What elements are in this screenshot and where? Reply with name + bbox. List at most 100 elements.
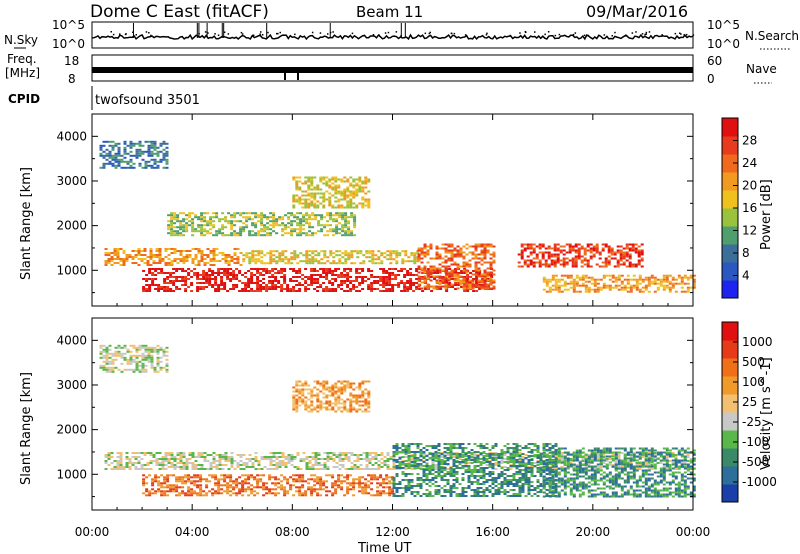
heatmap-cell <box>583 249 587 252</box>
heatmap-cell <box>403 288 407 290</box>
heatmap-cell <box>169 276 173 278</box>
heatmap-cell <box>260 458 264 460</box>
heatmap-cell <box>605 286 609 289</box>
heatmap-cell <box>182 224 186 227</box>
heatmap-cell <box>287 462 291 464</box>
heatmap-cell <box>377 258 381 261</box>
heatmap-cell <box>317 458 321 460</box>
heatmap-cell <box>236 248 240 250</box>
freq-panel: Freq. [MHz] 18 8 60 0 Nave <box>5 52 777 86</box>
heatmap-cell <box>358 284 362 286</box>
heatmap-cell <box>230 464 234 466</box>
heatmap-cell <box>230 234 234 237</box>
heatmap-cell <box>244 290 248 292</box>
heatmap-cell <box>150 142 154 145</box>
heatmap-cell <box>452 443 456 445</box>
heatmap-cell <box>122 264 126 266</box>
heatmap-cell <box>386 466 390 468</box>
heatmap-cell <box>298 288 302 290</box>
heatmap-cell <box>463 290 467 292</box>
heatmap-cell <box>529 251 533 254</box>
heatmap-cell <box>409 274 413 276</box>
heatmap-cell <box>581 458 585 460</box>
heatmap-cell <box>167 452 171 454</box>
noise-search-dot <box>387 31 390 34</box>
heatmap-cell <box>395 473 399 475</box>
noise-search-dot <box>311 31 314 34</box>
heatmap-cell <box>99 166 103 169</box>
heatmap-cell <box>271 476 275 479</box>
heatmap-cell <box>653 282 657 285</box>
heatmap-cell <box>232 288 236 290</box>
heatmap-cell <box>572 466 576 468</box>
heatmap-cell <box>176 226 180 229</box>
heatmap-cell <box>161 458 165 460</box>
heatmap-cell <box>471 253 475 256</box>
heatmap-cell <box>529 263 533 266</box>
heatmap-cell <box>471 283 475 286</box>
heatmap-cell <box>214 282 218 284</box>
heatmap-cell <box>179 260 183 262</box>
heatmap-cell <box>274 280 278 282</box>
heatmap-cell <box>352 494 356 497</box>
heatmap-cell <box>179 220 183 223</box>
heatmap-cell <box>268 270 272 272</box>
heatmap-cell <box>560 466 564 468</box>
heatmap-cell <box>325 268 329 270</box>
heatmap-cell <box>343 180 347 183</box>
heatmap-cell <box>161 466 165 468</box>
heatmap-cell <box>148 268 152 270</box>
heatmap-cell <box>250 280 254 282</box>
heatmap-cell <box>395 483 399 485</box>
heatmap-cell <box>343 476 347 479</box>
colorbar-segment <box>722 208 738 227</box>
heatmap-cell <box>453 273 457 276</box>
heatmap-cell <box>554 284 558 287</box>
heatmap-cell <box>316 280 320 282</box>
heatmap-cell <box>459 251 463 254</box>
heatmap-cell <box>319 192 323 195</box>
nsearch-label: N.Search <box>745 29 799 43</box>
heatmap-cell <box>157 286 161 288</box>
heatmap-cell <box>277 486 281 489</box>
heatmap-cell <box>286 286 290 288</box>
heatmap-cell <box>236 462 240 464</box>
heatmap-cell <box>238 476 242 479</box>
heatmap-cell <box>182 234 186 237</box>
heatmap-cell <box>325 474 329 477</box>
heatmap-cell <box>214 476 218 479</box>
heatmap-cell <box>266 458 270 460</box>
heatmap-cell <box>242 468 246 470</box>
heatmap-cell <box>461 465 465 467</box>
heatmap-cell <box>214 276 218 278</box>
heatmap-cell <box>419 495 423 497</box>
noise-search-dot <box>635 31 637 33</box>
heatmap-cell <box>281 222 285 225</box>
heatmap-cell <box>379 290 383 292</box>
heatmap-cell <box>503 454 507 456</box>
heatmap-cell <box>349 482 353 485</box>
heatmap-cell <box>374 262 378 265</box>
heatmap-cell <box>401 487 405 489</box>
heatmap-cell <box>596 456 600 458</box>
heatmap-cell <box>620 286 624 289</box>
heatmap-cell <box>146 262 150 264</box>
heatmap-cell <box>553 261 557 264</box>
heatmap-cell <box>574 243 578 246</box>
heatmap-cell <box>388 494 392 497</box>
heatmap-cell <box>340 274 344 276</box>
heatmap-cell <box>380 466 384 468</box>
heatmap-cell <box>163 282 167 284</box>
heatmap-cell <box>203 254 207 256</box>
heatmap-cell <box>208 490 212 493</box>
heatmap-cell <box>432 285 436 288</box>
heatmap-cell <box>224 452 228 454</box>
heatmap-cell <box>289 288 293 290</box>
heatmap-cell <box>653 278 657 281</box>
heatmap-cell <box>250 474 254 477</box>
heatmap-cell <box>209 260 213 262</box>
heatmap-cell <box>323 462 327 464</box>
heatmap-cell <box>385 290 389 292</box>
heatmap-cell <box>322 488 326 491</box>
heatmap-cell <box>248 260 252 263</box>
